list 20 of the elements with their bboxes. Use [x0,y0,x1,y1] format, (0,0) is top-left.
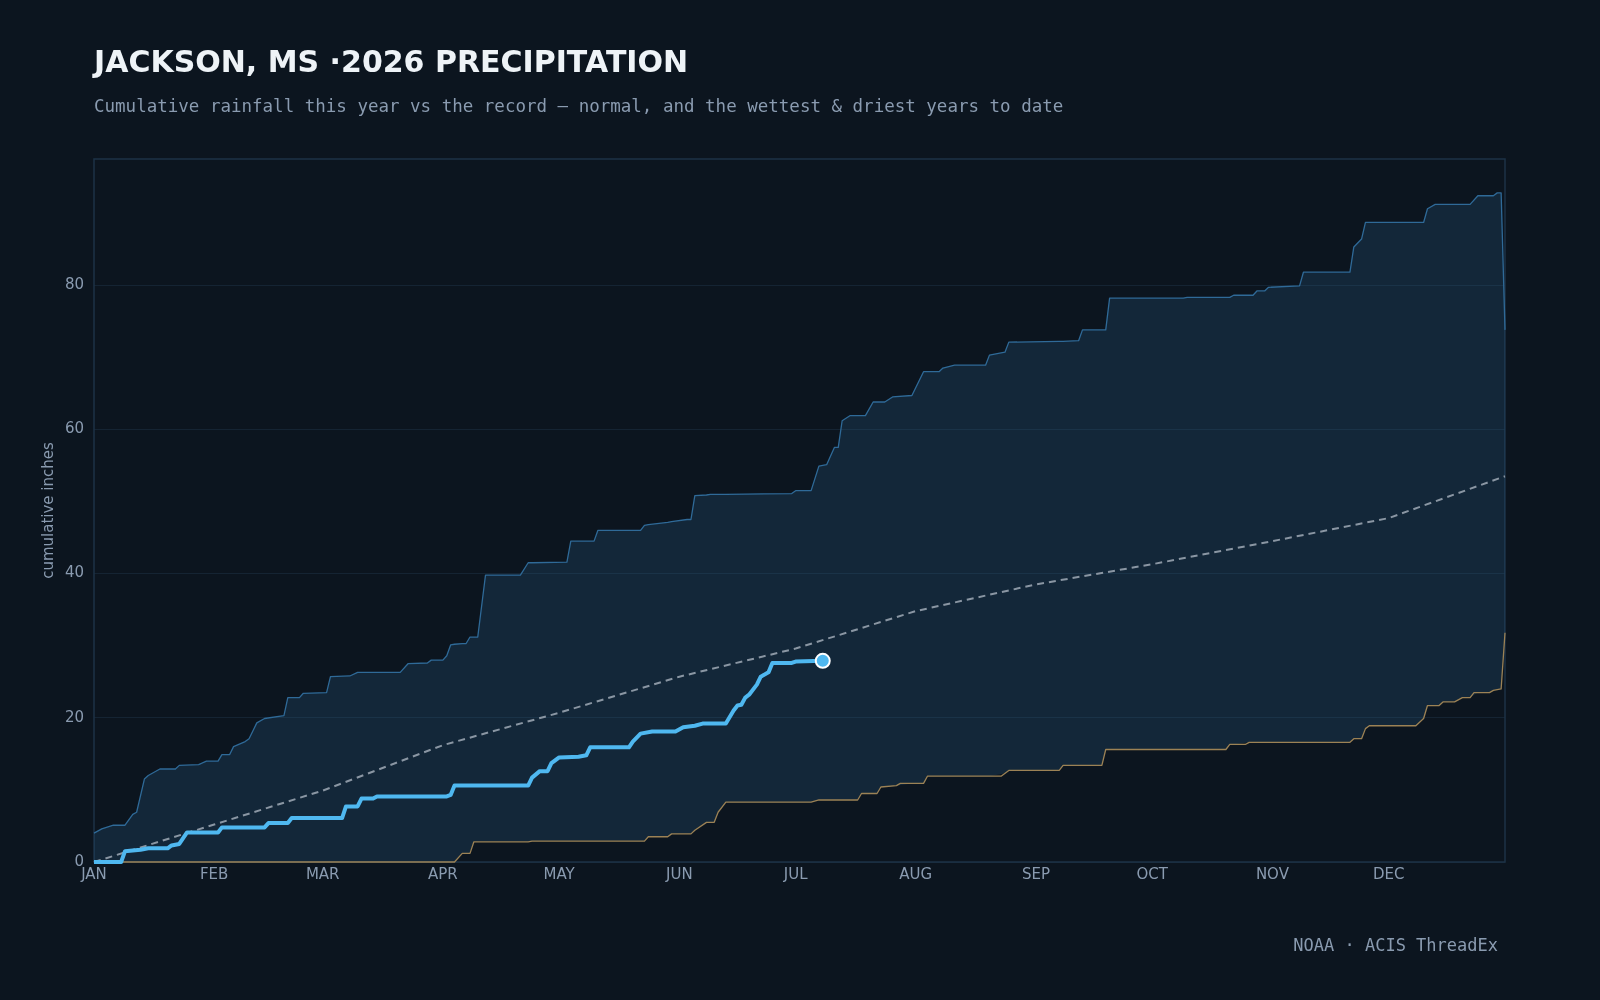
x-tick-label: MAY [543,864,576,883]
x-tick-label: DEC [1372,864,1405,883]
x-tick-label: JUL [782,864,809,883]
x-tick-label: SEP [1021,864,1050,883]
x-tick-label: MAR [305,864,340,883]
y-tick-label: 20 [64,707,84,726]
y-tick-label: 80 [64,275,84,294]
x-tick-label: OCT [1136,864,1169,883]
text: NOAA · ACIS ThreadEx [1293,935,1498,955]
chart-title: JACKSON, MS ·2026 PRECIPITATION [94,44,689,79]
x-tick-label: FEB [199,864,229,883]
chart-subtitle: Cumulative rainfall this year vs the record — normal, and the wettest & driest years to date [94,96,1064,116]
x-tick-label: AUG [899,864,933,883]
y-axis-title: cumulative inches [38,442,57,579]
y-tick-label: 40 [64,563,84,582]
x-tick-label: NOV [1255,864,1290,883]
x-tick-label: APR [428,864,458,883]
y-tick-label: 60 [64,419,84,438]
x-tick-label: JUN [665,864,693,883]
y-tick-label: 0 [74,851,84,870]
